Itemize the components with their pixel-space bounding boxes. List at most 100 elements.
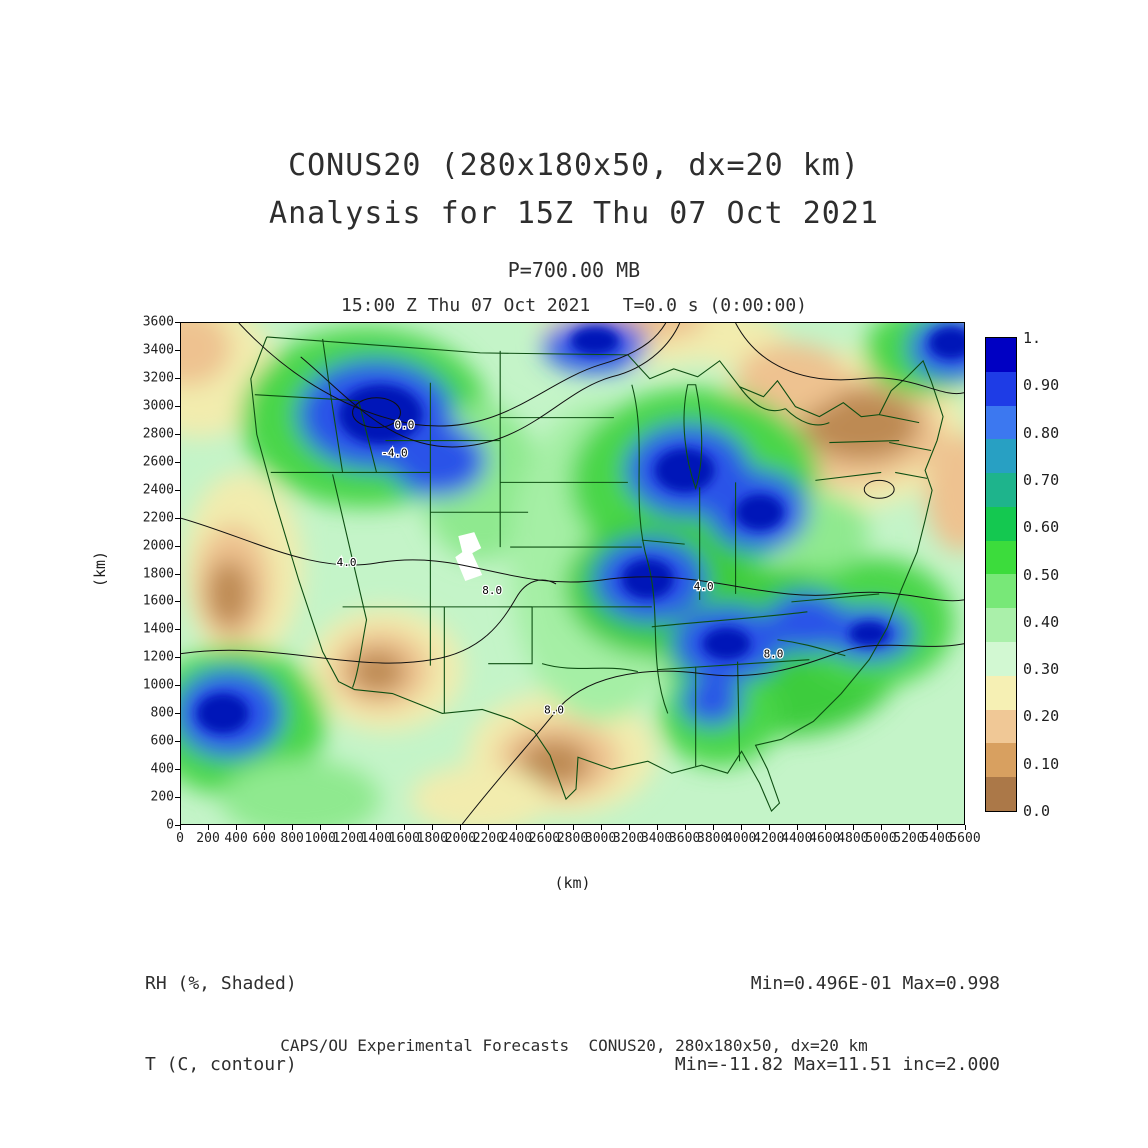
colorbar-segment (986, 743, 1016, 778)
x-tick-mark (684, 825, 686, 830)
y-tick-label: 2600 (142, 454, 174, 470)
x-tick-label: 2400 (500, 831, 533, 846)
y-tick-label: 800 (150, 705, 174, 721)
y-tick-mark (175, 601, 180, 603)
colorbar-tick-label: 0.50 (1023, 565, 1060, 584)
colorbar-tick-label: 0.90 (1023, 376, 1060, 395)
x-tick-label: 200 (196, 831, 220, 846)
x-tick-label: 4400 (781, 831, 813, 846)
colorbar-tick-label: 0.60 (1023, 518, 1060, 537)
colorbar (985, 337, 1017, 812)
shaded-field-label: RH (%, Shaded) (145, 973, 297, 994)
contour-label: 4.0 (337, 556, 357, 569)
colorbar-segment (986, 439, 1016, 474)
y-tick-label: 2400 (142, 482, 174, 498)
y-tick-mark (175, 405, 180, 407)
x-tick-label: 5200 (893, 831, 925, 846)
x-tick-label: 1000 (304, 831, 336, 846)
colorbar-segment (986, 675, 1016, 710)
x-tick-mark (908, 825, 910, 830)
y-tick-mark (175, 517, 180, 519)
contour-label: 8.0 (544, 703, 564, 716)
x-tick-label: 4800 (837, 831, 869, 846)
contour-label: 8.0 (482, 584, 502, 597)
x-tick-mark (404, 825, 406, 830)
contour-label: -4.0 (381, 446, 407, 459)
x-tick-label: 1800 (416, 831, 448, 846)
x-tick-label: 4000 (725, 831, 757, 846)
y-tick-label: 200 (150, 789, 174, 805)
x-tick-label: 1200 (332, 831, 364, 846)
y-tick-mark (175, 349, 180, 351)
colorbar-segment (986, 777, 1016, 811)
contour-field-label: T (C, contour) (145, 1054, 297, 1075)
contour-label-group: 0.0 -4.0 4.0 4.0 8.0 8.0 8.0 (335, 417, 784, 717)
x-tick-mark (544, 825, 546, 830)
x-tick-label: 3600 (668, 831, 701, 846)
x-tick-mark (180, 825, 181, 830)
colorbar-segment (986, 608, 1016, 643)
colorbar-tick-label: 0.40 (1023, 612, 1060, 631)
temperature-contours (181, 323, 964, 824)
x-tick-mark (432, 825, 434, 830)
x-axis-title: (km) (554, 874, 591, 892)
y-tick-label: 600 (150, 733, 174, 749)
rh-darkblue-cores (196, 326, 964, 734)
y-tick-label: 3000 (142, 398, 174, 414)
x-tick-mark (712, 825, 714, 830)
x-tick-mark (376, 825, 378, 830)
y-tick-mark (175, 713, 180, 715)
y-tick-label: 3400 (142, 342, 174, 358)
y-tick-label: 2000 (142, 538, 174, 554)
x-tick-label: 4200 (753, 831, 785, 846)
x-tick-label: 600 (252, 831, 276, 846)
colorbar-segment (986, 574, 1016, 609)
x-tick-mark (852, 825, 854, 830)
footer-credit: CAPS/OU Experimental Forecasts CONUS20, … (280, 1036, 868, 1055)
colorbar-segment (986, 642, 1016, 676)
y-axis-title: (km) (91, 550, 110, 588)
y-tick-mark (175, 545, 180, 547)
x-tick-mark (292, 825, 294, 830)
x-tick-mark (628, 825, 630, 830)
x-tick-label: 2000 (444, 831, 476, 846)
colorbar-segment (986, 405, 1016, 440)
y-tick-mark (175, 769, 180, 771)
x-tick-mark (208, 825, 210, 830)
x-tick-label: 5600 (949, 831, 981, 846)
x-tick-label: 3200 (612, 831, 645, 846)
field-legend: RH (%, Shaded) T (C, contour) (145, 916, 297, 1132)
title-line-2: Analysis for 15Z Thu 07 Oct 2021 (269, 196, 879, 231)
y-tick-label: 3600 (142, 314, 174, 330)
colorbar-segment (986, 473, 1016, 507)
x-tick-mark (348, 825, 350, 830)
y-tick-label: 3200 (142, 370, 174, 386)
colorbar-tick-label: 0.70 (1023, 470, 1060, 489)
contour-field-stats: Min=-11.82 Max=11.51 inc=2.000 (674, 1054, 1000, 1075)
x-tick-label: 5400 (921, 831, 953, 846)
pressure-level-label: P=700.00 MB (507, 258, 641, 282)
map-plot-frame: 0.0 -4.0 4.0 4.0 8.0 8.0 8.0 (180, 322, 965, 825)
field-stats: Min=0.496E-01 Max=0.998 Min=-11.82 Max=1… (675, 916, 1000, 1132)
x-tick-label: 1400 (360, 831, 392, 846)
x-tick-mark (880, 825, 882, 830)
colorbar-segment (986, 506, 1016, 541)
y-tick-label: 1800 (142, 566, 174, 581)
x-tick-label: 4600 (809, 831, 841, 846)
colorbar-segment (986, 540, 1016, 575)
x-tick-label: 800 (280, 831, 304, 846)
x-tick-mark (936, 825, 938, 830)
x-tick-label: 1600 (388, 831, 420, 846)
missing-data-patch (455, 532, 483, 581)
x-tick-label: 3800 (697, 831, 729, 846)
valid-time-label: 15:00 Z Thu 07 Oct 2021 T=0.0 s (0:00:00… (341, 295, 807, 316)
x-tick-mark (740, 825, 742, 830)
y-tick-mark (175, 825, 180, 826)
colorbar-tick-label: 0.30 (1023, 660, 1060, 679)
colorbar-tick-label: 0.0 (1023, 802, 1051, 820)
y-tick-mark (175, 797, 180, 799)
y-tick-mark (175, 657, 180, 659)
y-tick-mark (175, 741, 180, 743)
x-tick-label: 2800 (556, 831, 589, 846)
